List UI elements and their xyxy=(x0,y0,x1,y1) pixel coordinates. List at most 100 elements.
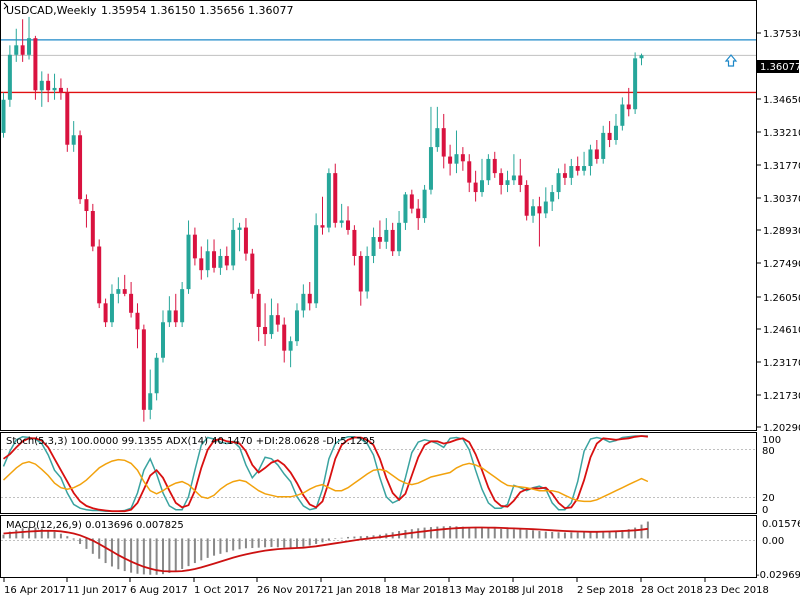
candle xyxy=(256,289,261,342)
candle-body xyxy=(511,175,516,181)
macd-header: MACD(12,26,9) 0.013696 0.007825 xyxy=(6,520,184,531)
candle-body xyxy=(339,220,344,223)
macd-axis-label: 0.015762 xyxy=(762,519,800,530)
candle-body xyxy=(135,312,140,330)
candle-body xyxy=(333,173,338,223)
candle xyxy=(422,184,427,223)
candle xyxy=(543,187,548,219)
candle xyxy=(263,303,268,346)
time-axis-label: 26 Nov 2017 xyxy=(257,585,321,596)
candle xyxy=(65,87,70,152)
current-price-label: 1.36077 xyxy=(760,62,800,73)
candle xyxy=(218,248,223,275)
candle xyxy=(97,239,102,309)
time-axis-label: 1 Oct 2017 xyxy=(194,585,249,596)
candle-body xyxy=(626,104,631,110)
candle-body xyxy=(435,128,440,148)
price-axis-label: 1.34650 xyxy=(763,95,800,106)
candle xyxy=(492,151,497,178)
candle-body xyxy=(109,293,114,323)
candle xyxy=(569,158,574,185)
time-axis-label: 8 Jul 2018 xyxy=(513,585,563,596)
chart-symbol-title: USDCAD,Weekly xyxy=(6,4,97,17)
arrow-up-icon[interactable] xyxy=(724,54,738,67)
candle xyxy=(339,203,344,228)
candle xyxy=(575,156,580,176)
candle xyxy=(7,45,12,107)
candle-body xyxy=(448,156,453,164)
candle-body xyxy=(90,211,95,247)
candle-body xyxy=(397,222,402,252)
candle xyxy=(154,353,159,401)
price-axis-label: 1.26050 xyxy=(763,293,800,304)
price-axis-label: 1.21730 xyxy=(763,391,800,402)
candle-body xyxy=(7,54,12,100)
candle-body xyxy=(84,199,89,212)
candle-body xyxy=(231,229,236,266)
stoch-signal-line xyxy=(2,435,648,513)
stoch-panel-frame xyxy=(0,432,757,514)
candle xyxy=(352,225,357,266)
price-axis-label: 1.27490 xyxy=(763,259,800,270)
candle xyxy=(441,113,446,169)
candle xyxy=(435,106,440,152)
candle-body xyxy=(556,173,561,193)
candle-body xyxy=(575,166,580,171)
candles xyxy=(1,16,644,422)
candle xyxy=(511,154,516,185)
time-axis-label: 6 Aug 2017 xyxy=(130,585,188,596)
candle-body xyxy=(1,99,6,133)
candle xyxy=(460,147,465,171)
candle-body xyxy=(282,324,287,351)
time-axis-label: 16 Apr 2017 xyxy=(4,585,66,596)
candle xyxy=(71,121,76,152)
candle xyxy=(269,298,274,339)
macd-panel-frame xyxy=(0,515,757,578)
macd-axis-label: 0.00 xyxy=(762,536,784,547)
candle-body xyxy=(78,135,83,200)
collapse-arrow-icon[interactable] xyxy=(3,2,8,10)
candle xyxy=(231,218,236,271)
candle xyxy=(499,168,504,195)
price-axis-label: 1.30370 xyxy=(763,194,800,205)
candle-body xyxy=(205,251,210,271)
candle-body xyxy=(454,154,459,164)
candle-body xyxy=(103,303,108,323)
candle xyxy=(205,239,210,278)
candle xyxy=(620,97,625,131)
candle-body xyxy=(58,87,63,93)
candle-body xyxy=(607,132,612,140)
candle xyxy=(537,196,542,247)
candle xyxy=(237,222,242,252)
candle-body xyxy=(460,154,465,162)
horizontal-lines[interactable] xyxy=(1,39,756,94)
candle-body xyxy=(467,161,472,183)
price-axis-label: 1.20290 xyxy=(763,423,800,434)
candle xyxy=(212,239,217,273)
candle-body xyxy=(594,149,599,159)
candle xyxy=(46,73,51,103)
candle-body xyxy=(486,158,491,181)
candle-body xyxy=(365,255,370,292)
candle xyxy=(582,151,587,176)
candle xyxy=(473,170,478,202)
candle xyxy=(167,296,172,327)
time-axis-label: 13 May 2018 xyxy=(449,585,514,596)
candle-body xyxy=(307,293,312,304)
candle-body xyxy=(161,322,165,358)
candle-body xyxy=(243,227,248,254)
candle-body xyxy=(52,87,57,91)
candle xyxy=(550,184,555,212)
stoch-header: Stoch(5,3,3) 100.0000 99.1355 ADX(14) 40… xyxy=(6,436,375,447)
price-axis-label: 1.28930 xyxy=(763,226,800,237)
candle xyxy=(173,293,178,327)
candle xyxy=(467,154,472,193)
current-price-tag xyxy=(757,60,799,73)
candle-body xyxy=(633,58,638,110)
candle xyxy=(409,189,414,214)
candle xyxy=(377,220,382,249)
candle xyxy=(365,246,370,299)
candle xyxy=(307,282,312,311)
